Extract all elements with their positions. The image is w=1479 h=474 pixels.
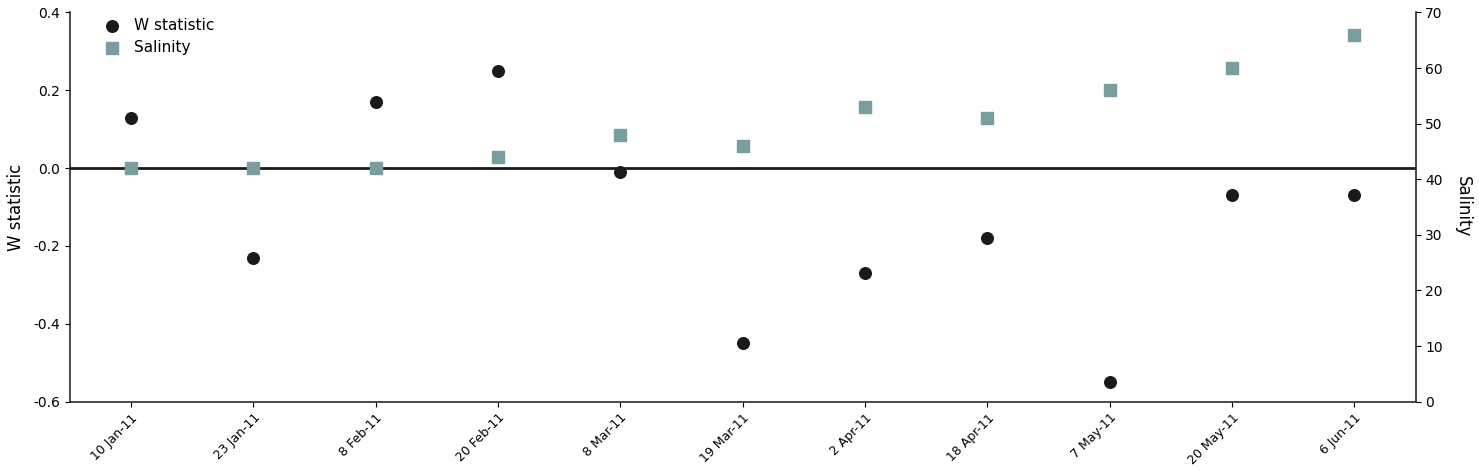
W statistic [1220,191,1244,199]
Salinity [731,142,754,150]
W statistic [1097,378,1121,386]
Y-axis label: Salinity: Salinity [1454,176,1472,238]
W statistic [241,254,265,262]
Salinity [853,103,877,111]
Salinity [1097,86,1121,94]
W statistic [364,98,387,106]
Legend: W statistic, Salinity: W statistic, Salinity [92,12,220,61]
W statistic [1343,191,1367,199]
Salinity [1220,64,1244,72]
W statistic [976,234,1000,242]
Y-axis label: W statistic: W statistic [7,164,25,251]
Salinity [1343,31,1367,38]
W statistic [731,339,754,347]
W statistic [608,168,632,176]
W statistic [487,67,510,74]
Salinity [608,131,632,138]
Salinity [120,164,143,172]
Salinity [976,114,1000,122]
Salinity [241,164,265,172]
Salinity [364,164,387,172]
W statistic [120,114,143,121]
Salinity [487,153,510,161]
W statistic [853,269,877,277]
